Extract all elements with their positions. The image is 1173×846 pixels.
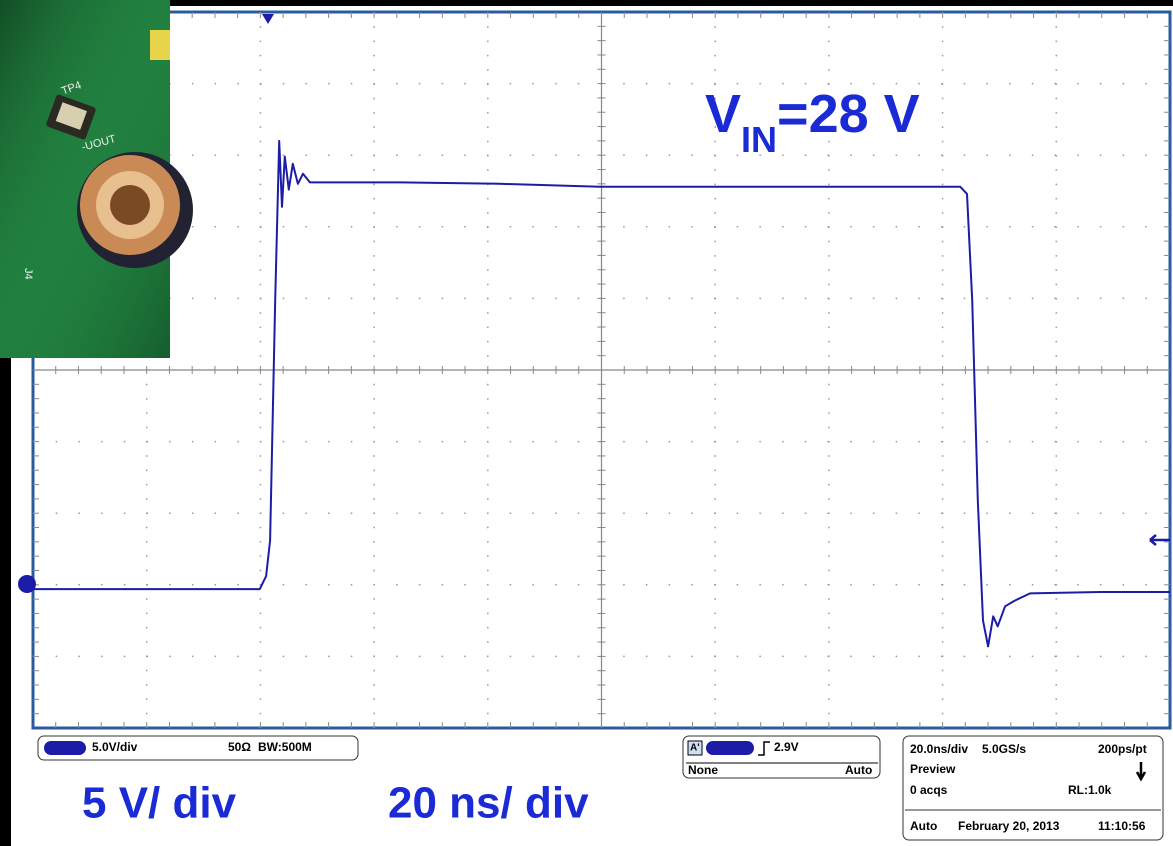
pad — [150, 30, 170, 60]
oscilloscope-screen: TP4 -UOUT J4 VIN=28 V 5.0V/div 50Ω BW:50… — [0, 0, 1173, 846]
channel-badge[interactable] — [44, 741, 86, 755]
top-bezel — [0, 0, 1173, 6]
time: 11:10:56 — [1098, 819, 1146, 833]
horizontal-scale-label: 20 ns/ div — [388, 779, 589, 828]
trigger-mode: Auto — [845, 763, 872, 777]
channel-impedance: 50Ω — [228, 740, 251, 754]
resolution: 200ps/pt — [1098, 742, 1147, 756]
annotation-main: V — [705, 84, 741, 144]
record-length: RL:1.0k — [1068, 783, 1112, 797]
time-scale: 20.0ns/div — [910, 742, 968, 756]
trigger-level: 2.9V — [774, 740, 799, 754]
trigger-channel-badge[interactable] — [706, 741, 754, 755]
annotation-subscript: IN — [741, 119, 777, 160]
ground-marker — [18, 575, 36, 593]
channel-bandwidth: BW:500M — [258, 740, 312, 754]
trigger-source: A' — [690, 743, 700, 754]
acq-state: Preview — [910, 762, 956, 776]
silkscreen-label: J4 — [22, 268, 34, 280]
annotation-rest: =28 V — [777, 84, 920, 144]
sample-rate: 5.0GS/s — [982, 742, 1026, 756]
trigger-coupling: None — [688, 763, 718, 777]
connector-hole — [110, 185, 150, 225]
vertical-scale-label: 5 V/ div — [82, 779, 237, 828]
date: February 20, 2013 — [958, 819, 1060, 833]
acq-count: 0 acqs — [910, 783, 948, 797]
channel-scale: 5.0V/div — [92, 740, 138, 754]
photo-inset: TP4 -UOUT J4 — [0, 0, 193, 358]
run-mode: Auto — [910, 819, 937, 833]
